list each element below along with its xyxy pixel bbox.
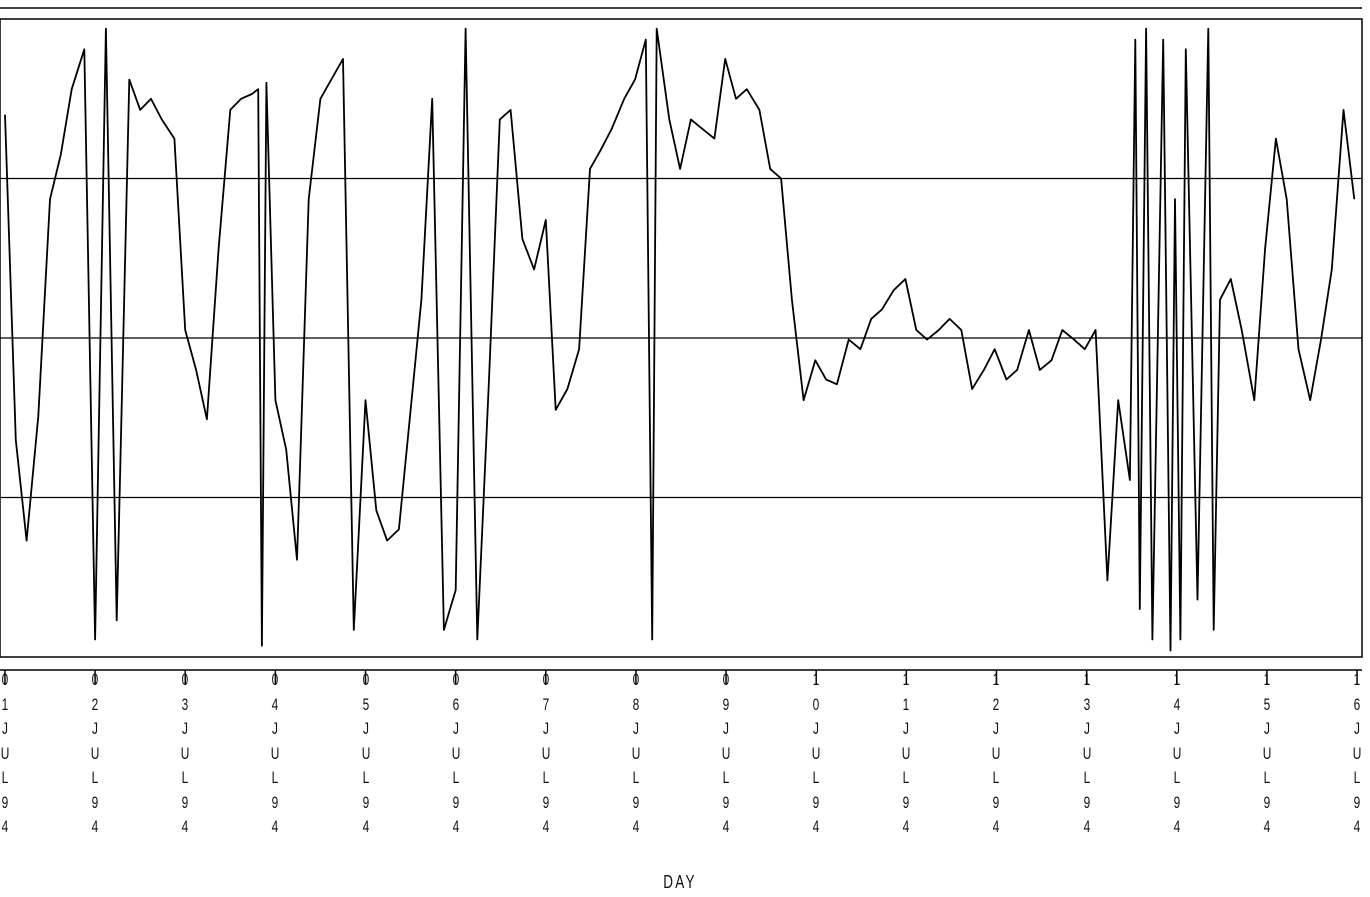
x-tick-label: 11JUL94 <box>902 670 911 836</box>
x-tick-label: 12JUL94 <box>992 670 1001 836</box>
x-tick-label: 04JUL94 <box>271 670 280 836</box>
x-tick-label: 13JUL94 <box>1082 670 1092 836</box>
x-tick-label: 06JUL94 <box>451 670 461 836</box>
x-tick-label: 14JUL94 <box>1172 670 1182 836</box>
x-tick-label: 01JUL94 <box>0 670 10 836</box>
x-axis-label: DAY <box>663 872 697 892</box>
x-tick-label: 15JUL94 <box>1262 670 1272 836</box>
x-tick-label: 09JUL94 <box>721 670 731 836</box>
x-tick-label: 07JUL94 <box>541 670 551 836</box>
x-tick-label: 02JUL94 <box>90 670 100 836</box>
data-line <box>4 27 1356 652</box>
x-tick-label: 16JUL94 <box>1352 670 1362 836</box>
x-tick-label: 10JUL94 <box>812 670 821 836</box>
x-tick-label: 03JUL94 <box>181 670 190 836</box>
x-tick-label: 08JUL94 <box>631 670 641 836</box>
x-tick-label: 05JUL94 <box>361 670 370 836</box>
